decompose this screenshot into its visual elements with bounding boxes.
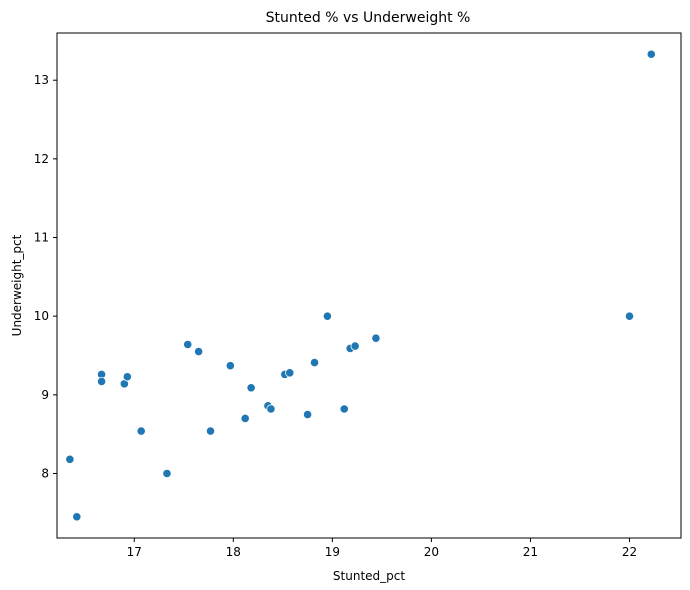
x-tick-label: 19	[325, 545, 340, 559]
data-point	[240, 413, 250, 424]
data-point	[246, 383, 256, 393]
data-point	[122, 372, 132, 382]
x-tick-label: 20	[424, 545, 439, 559]
x-axis-ticks: 17 18 19 20 21 22	[127, 538, 637, 559]
x-tick-label: 22	[622, 545, 637, 559]
y-axis-label: Underweight_pct	[10, 234, 24, 336]
data-point	[194, 346, 204, 357]
data-point	[350, 341, 360, 351]
y-tick-label: 11	[34, 231, 49, 245]
y-tick-label: 12	[34, 152, 49, 166]
data-point	[371, 333, 381, 343]
y-tick-label: 9	[41, 388, 49, 402]
data-point	[136, 426, 146, 436]
data-point	[322, 311, 332, 321]
chart-title: Stunted % vs Underweight %	[266, 10, 471, 26]
data-point	[96, 376, 107, 387]
data-point	[266, 404, 276, 414]
data-point	[183, 339, 193, 350]
x-axis-label: Stunted_pct	[333, 569, 405, 583]
data-point	[624, 311, 635, 321]
x-tick-label: 21	[523, 545, 538, 559]
data-point	[309, 357, 320, 368]
plot-frame	[56, 32, 682, 539]
data-point	[646, 49, 656, 59]
data-point	[162, 468, 172, 479]
data-point	[339, 404, 349, 414]
y-tick-label: 8	[41, 466, 49, 480]
y-tick-label: 13	[34, 73, 49, 87]
x-tick-label: 18	[226, 545, 241, 559]
scatter-points	[65, 49, 656, 522]
x-tick-label: 17	[127, 545, 142, 559]
data-point	[302, 409, 313, 420]
y-axis-ticks: 8 9 10 11 12 13	[34, 73, 57, 480]
data-point	[65, 454, 75, 464]
data-point	[72, 512, 82, 522]
data-point	[205, 426, 216, 436]
data-point	[285, 368, 295, 378]
y-tick-label: 10	[34, 309, 49, 323]
data-point	[225, 361, 235, 371]
